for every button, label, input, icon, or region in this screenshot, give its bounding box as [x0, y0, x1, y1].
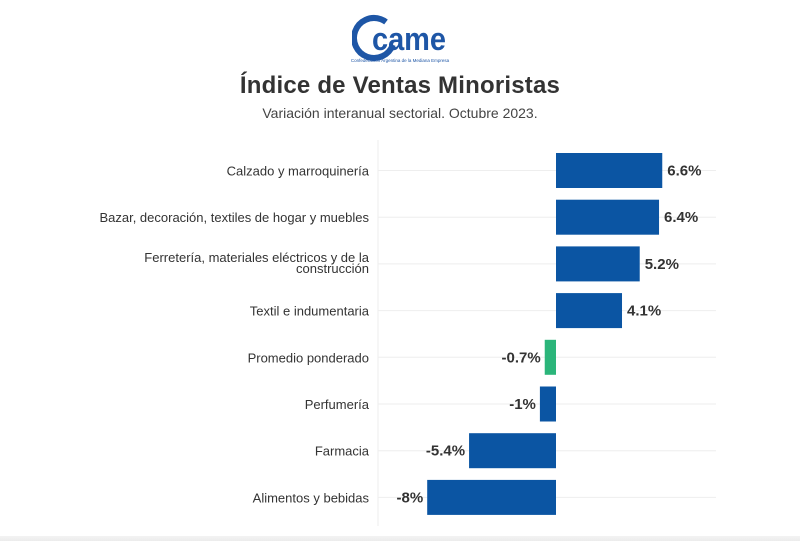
value-label: 6.6%: [667, 163, 701, 180]
category-label: Farmacia: [315, 444, 370, 459]
value-label: 4.1%: [627, 303, 661, 320]
bar-highlight: [544, 339, 556, 375]
category-label: Alimentos y bebidas: [253, 490, 370, 505]
value-label: -8%: [397, 489, 424, 506]
chart-title: Índice de Ventas Minoristas: [239, 72, 561, 99]
value-label: 6.4%: [664, 209, 698, 226]
value-label: -5.4%: [426, 443, 465, 460]
value-labels: 6.6% 6.4% 5.2% 4.1% -0.7% -1% -5.4% -8%: [397, 163, 702, 507]
bar: [556, 293, 623, 329]
bar: [469, 433, 556, 469]
category-label: Textil e indumentaria: [250, 304, 370, 319]
category-label: Ferretería, materiales eléctricos y de l…: [144, 250, 369, 276]
chart-subtitle: Variación interanual sectorial. Octubre …: [262, 105, 538, 121]
bar: [539, 386, 556, 422]
bar: [556, 246, 640, 282]
bar: [427, 479, 556, 515]
category-label: Promedio ponderado: [248, 350, 369, 365]
bar: [556, 199, 660, 235]
bars: [427, 153, 663, 515]
category-label: Perfumería: [305, 397, 370, 412]
logo-text: came: [372, 21, 446, 57]
category-label: Calzado y marroquinería: [227, 164, 370, 179]
bar: [556, 153, 663, 188]
value-label: -0.7%: [502, 349, 541, 366]
logo-subtitle: Confederación Argentina de la Mediana Em…: [350, 58, 450, 63]
bottom-scroll-edge: [0, 536, 800, 541]
value-label: 5.2%: [645, 256, 679, 273]
came-logo: came: [352, 15, 446, 61]
value-label: -1%: [509, 396, 536, 413]
category-labels: Calzado y marroquinería Bazar, decoración…: [99, 164, 369, 506]
category-label: Bazar, decoración, textiles de hogar y m…: [99, 210, 369, 225]
